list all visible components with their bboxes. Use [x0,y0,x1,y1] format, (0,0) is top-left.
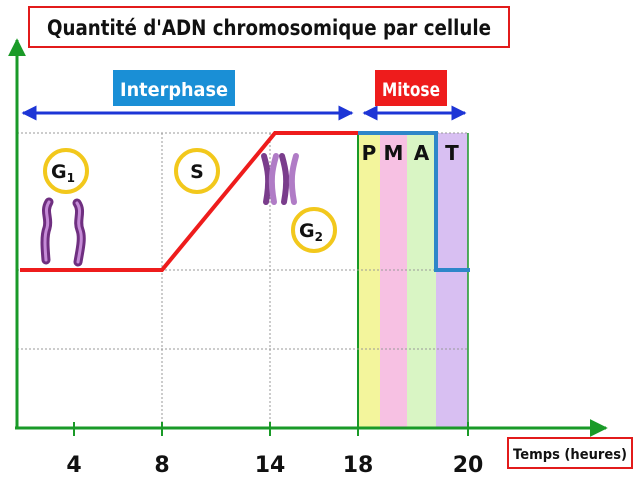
chromosome-g2-left [261,153,279,205]
x-tick-label: 8 [154,453,169,478]
chromosome-g2-right [279,153,299,205]
mitosis-band-t [436,133,468,428]
x-axis-title: Temps (heures) [513,447,627,463]
x-axis-title-box [507,437,633,469]
mitosis-phase-bands [357,133,469,428]
title-box [28,6,510,48]
period-label: Mitose [382,79,440,101]
period-label-box [375,70,447,106]
mitosis-phase-label: P [362,141,377,165]
phase-label: S [190,161,204,183]
period-label-box [113,70,235,106]
series-line [358,131,470,272]
series [20,131,470,272]
mitosis-band-p [358,133,380,428]
mitosis-phase-label: M [384,141,404,165]
mitosis-band-m [380,133,407,428]
series-line [20,131,358,272]
x-tick-label: 18 [343,453,374,478]
mitosis-phase-label: T [445,141,459,165]
phase-circle [174,148,220,194]
x-tick-label: 20 [453,453,484,478]
phase-circle [43,148,89,194]
mitosis-phase-label: A [414,141,430,165]
chromosome-g1-left [40,197,54,265]
x-tick-label: 14 [255,453,286,478]
mitosis-band-a [407,133,436,428]
phase-labels: G1 SG2 [43,148,337,253]
x-ticks: 4 8 14 18 20 [66,422,483,478]
x-tick-label: 4 [66,453,81,478]
periods: Interphase Mitose [21,70,467,121]
period-label: Interphase [120,79,228,101]
chromosome-g1-right [72,198,86,267]
chart-title: Quantité d'ADN chromosomique par cellule [47,16,491,40]
phase-circle [291,207,337,253]
